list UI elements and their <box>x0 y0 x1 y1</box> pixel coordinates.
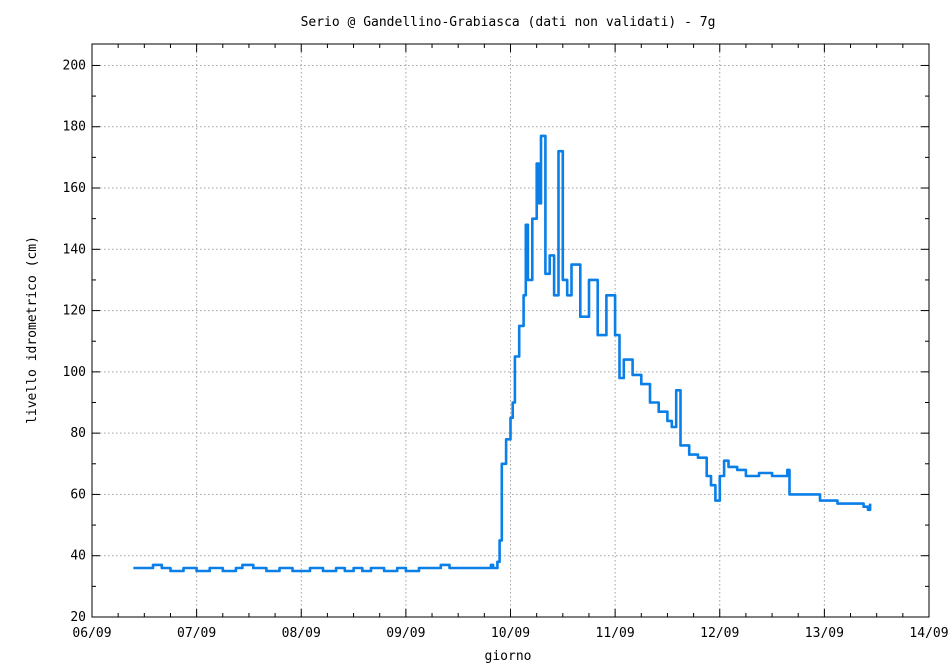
y-tick-label: 80 <box>70 426 86 441</box>
y-tick-label: 200 <box>63 58 86 73</box>
y-tick-label: 140 <box>63 242 86 257</box>
y-tick-label: 180 <box>63 120 86 135</box>
plot-frame <box>91 43 930 618</box>
tick-layer: 06/09 07/09 08/09 09/09 10/09 11/09 12/09 13/09… <box>63 44 949 641</box>
x-tick-label: 14/09 <box>909 626 948 641</box>
y-tick-label: 60 <box>70 487 86 502</box>
y-axis-label: livello idrometrico (cm) <box>25 236 40 424</box>
series-layer <box>133 134 872 573</box>
y-tick-label: 40 <box>70 549 86 564</box>
x-tick-label: 06/09 <box>72 626 111 641</box>
x-tick-label: 11/09 <box>596 626 635 641</box>
y-tick-label: 120 <box>63 304 86 319</box>
series-line <box>133 134 872 573</box>
x-axis-label: giorno <box>485 649 532 664</box>
grid <box>92 44 929 617</box>
y-tick-label: 100 <box>63 365 86 380</box>
y-tick-label: 160 <box>63 181 86 196</box>
x-tick-label: 12/09 <box>700 626 739 641</box>
x-tick-label: 13/09 <box>805 626 844 641</box>
y-tick-label: 20 <box>70 610 86 625</box>
x-tick-label: 07/09 <box>177 626 216 641</box>
x-tick-label: 09/09 <box>386 626 425 641</box>
x-tick-label: 10/09 <box>491 626 530 641</box>
x-tick-label: 08/09 <box>282 626 321 641</box>
chart-title: Serio @ Gandellino-Grabiasca (dati non v… <box>301 15 716 30</box>
